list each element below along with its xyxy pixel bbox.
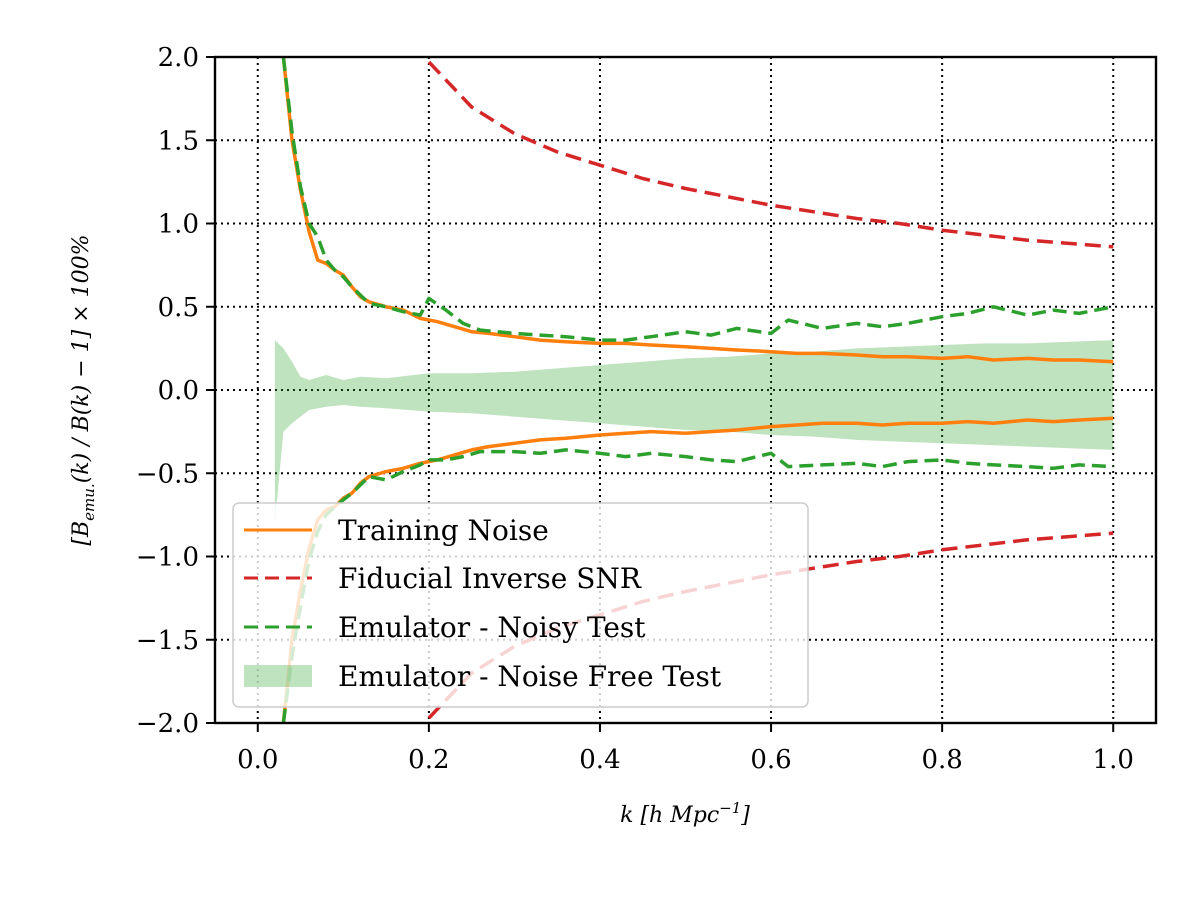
fiducial-inverse-snr-lower-line: [427, 531, 1114, 720]
y-tick-label-1: −1.5: [136, 626, 199, 656]
x-tick-label-1: 0.2: [408, 745, 449, 775]
y-tick-label-4: 0.0: [158, 376, 199, 406]
training-noise-upper-line: [281, 57, 1114, 364]
legend-label-training-noise: Training Noise: [338, 514, 549, 547]
x-tick-label-2: 0.4: [579, 745, 620, 775]
x-tick-label-5: 1.0: [1093, 745, 1134, 775]
legend-label-emulator-noise-free-test: Emulator - Noise Free Test: [338, 660, 722, 693]
y-axis-label: [Bemu.(k) / B(k) − 1] × 100%: [69, 234, 98, 545]
legend-box: [232, 502, 809, 708]
ticks: [206, 56, 1115, 732]
y-tick-label-7: 1.5: [158, 126, 199, 156]
emulator-noise-free-test-band: [274, 340, 1114, 524]
y-tick-label-8: 2.0: [158, 43, 199, 73]
emulator-noisy-test-upper-line: [281, 57, 1114, 342]
legend: Training Noise Fiducial Inverse SNR Emul…: [232, 502, 809, 708]
fiducial-inverse-snr-upper-line: [427, 60, 1114, 249]
y-tick-label-5: 0.5: [158, 293, 199, 323]
legend-label-fiducial-inverse-snr: Fiducial Inverse SNR: [338, 562, 642, 595]
x-tick-label-4: 0.8: [921, 745, 962, 775]
y-tick-label-0: −2.0: [136, 709, 199, 739]
y-tick-label-3: −0.5: [136, 459, 199, 489]
x-axis-label: k [h Mpc−1]: [620, 799, 750, 828]
legend-swatch-emulator-noise-free-test: [244, 665, 312, 687]
y-tick-label-2: −1.0: [136, 543, 199, 573]
x-tick-label-3: 0.6: [750, 745, 791, 775]
tick-labels: 0.0 0.2 0.4 0.6 0.8 1.0 −2.0 −1.5 −1.0 −0.5 0.0 0.5…: [136, 43, 1134, 775]
y-tick-label-6: 1.0: [158, 210, 199, 240]
legend-label-emulator-noisy-test: Emulator - Noisy Test: [338, 611, 646, 644]
x-tick-label-0: 0.0: [237, 745, 278, 775]
emulator-noisy-test-lower-line: [281, 448, 1114, 723]
